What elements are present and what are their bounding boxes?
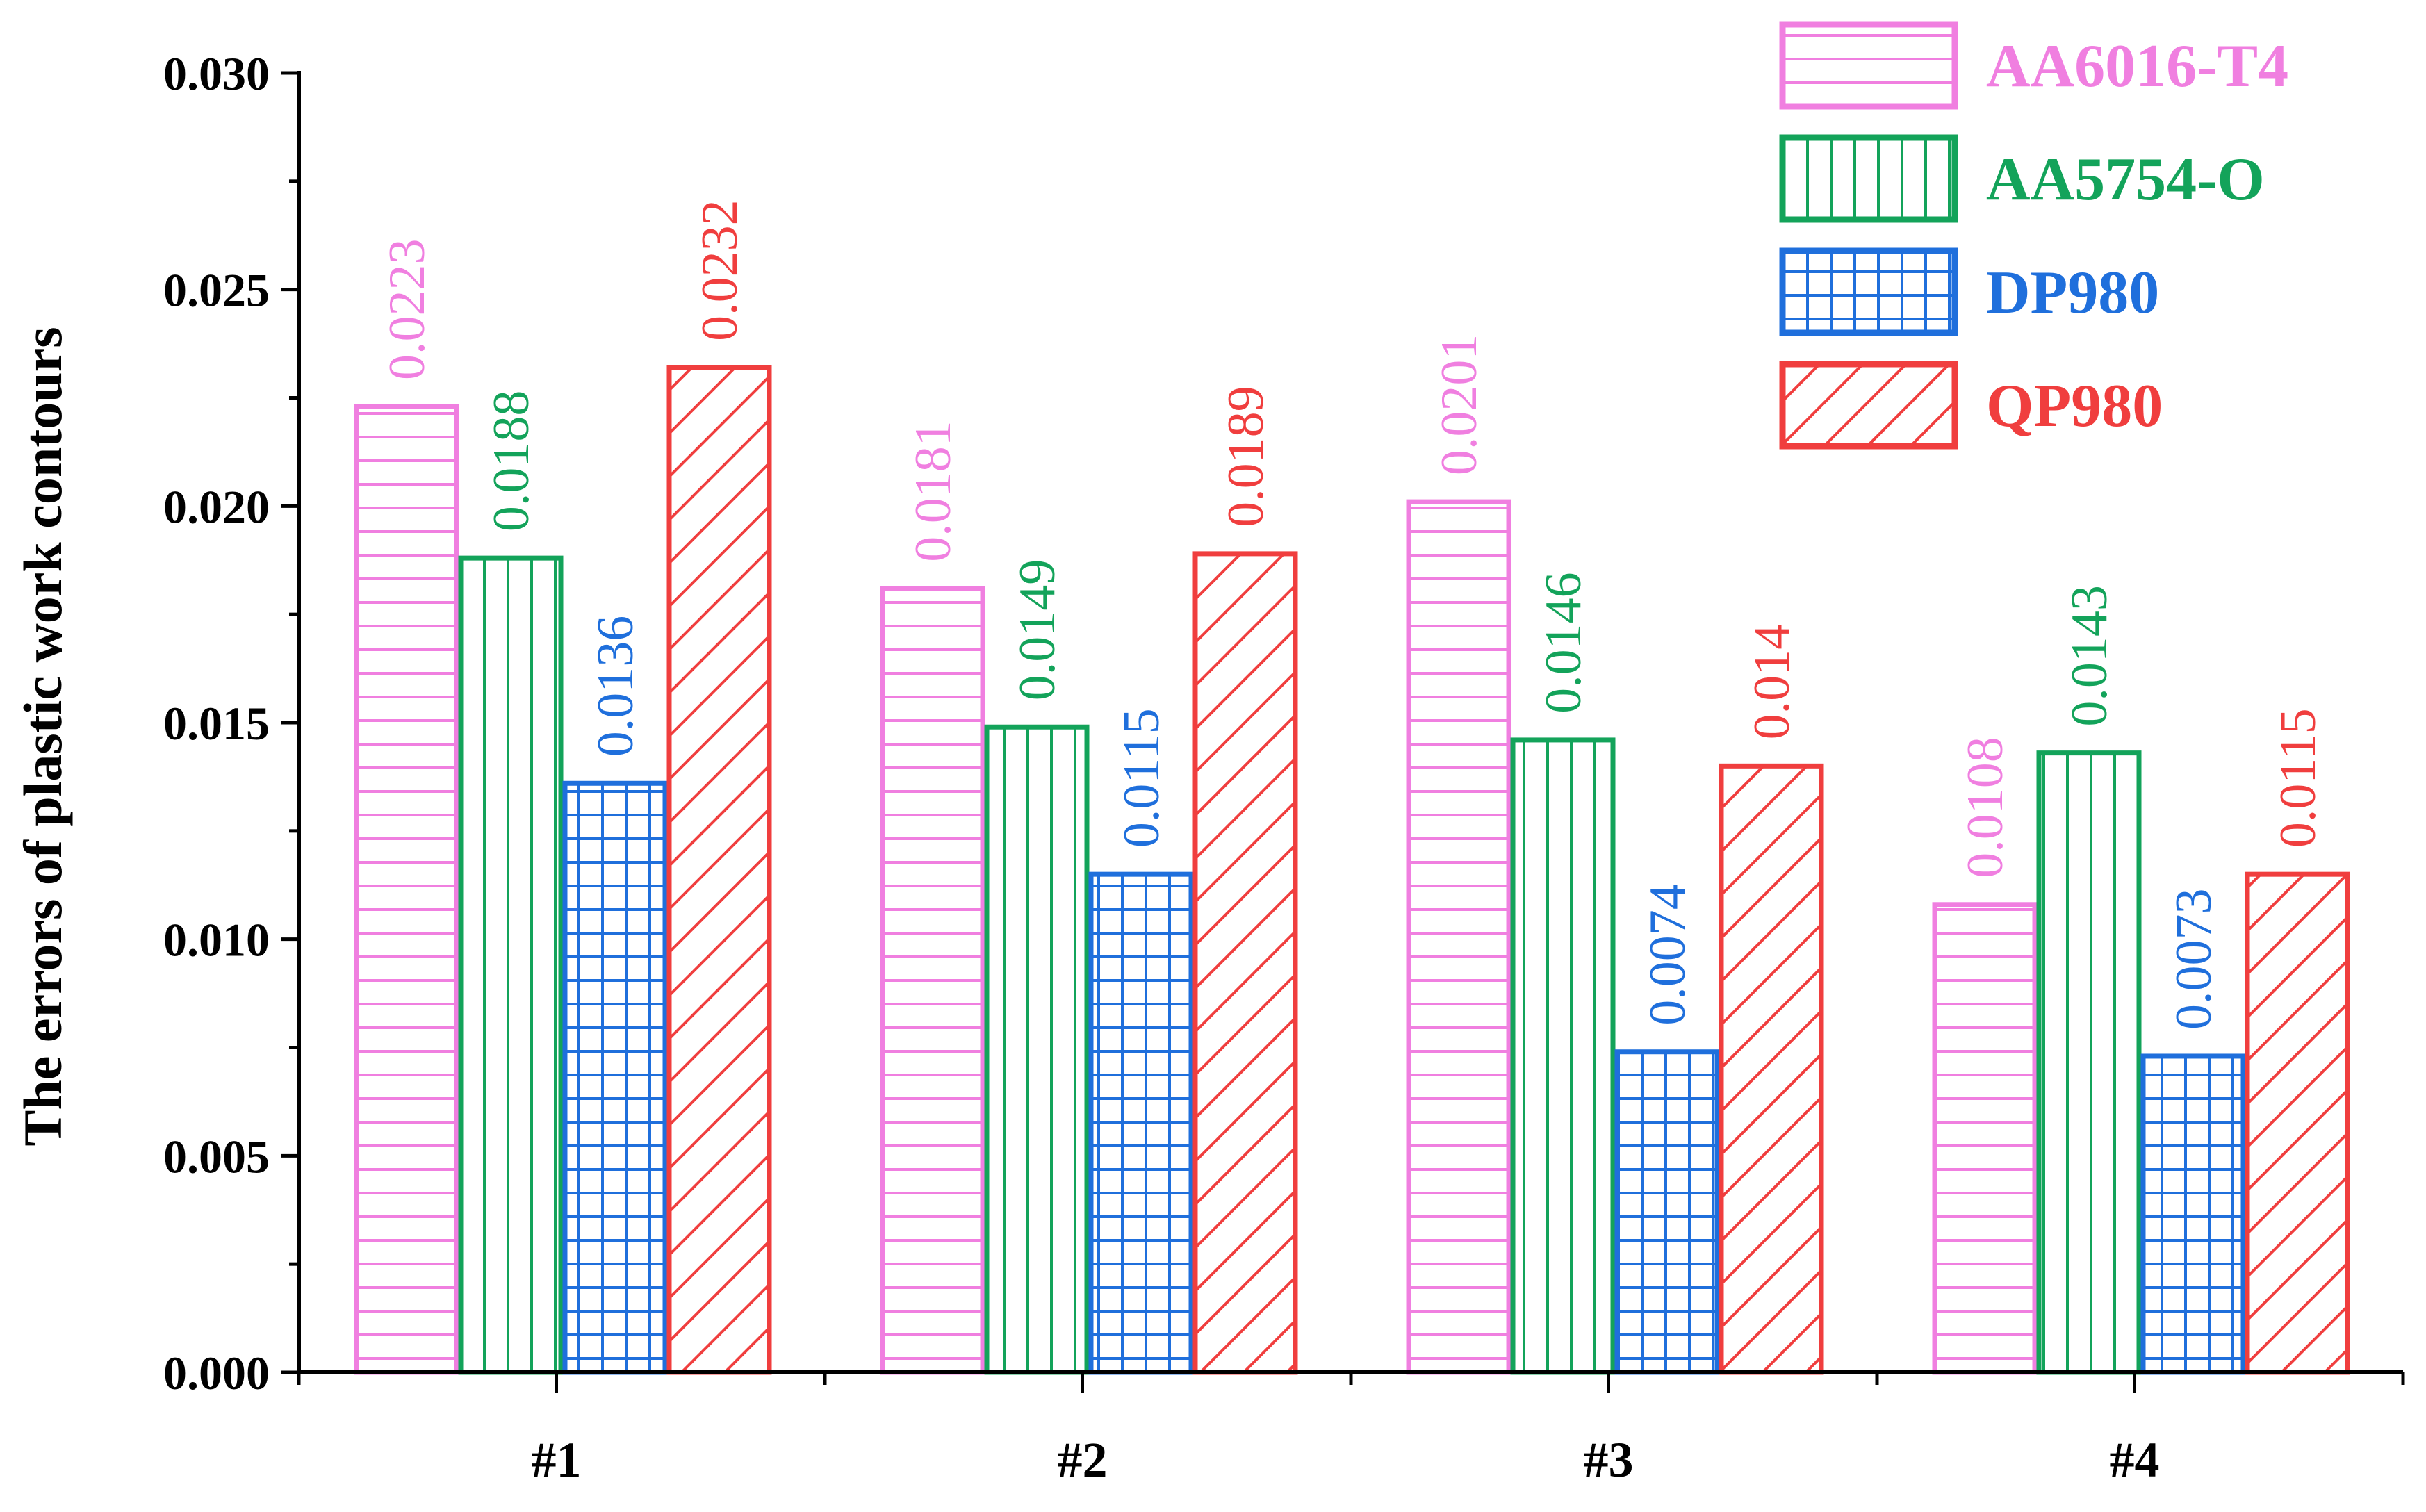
y-tick-label: 0.010 <box>163 914 270 967</box>
legend-swatch <box>1779 361 1958 450</box>
bar-aa6016-t4 <box>1406 499 1511 1375</box>
axes-layer: The errors of plastic work contours 0.00… <box>13 47 2405 1488</box>
legend-label: DP980 <box>1986 259 2159 327</box>
bar-dp980 <box>1088 871 1194 1375</box>
data-label: 0.0143 <box>2061 585 2118 727</box>
bar-aa5754-o <box>984 724 1090 1375</box>
bar-dp980 <box>2140 1053 2246 1375</box>
bars-layer <box>354 365 2350 1375</box>
data-label: 0.0201 <box>1431 334 1488 476</box>
bar-aa6016-t4 <box>880 586 985 1375</box>
x-tick-label: #3 <box>1584 1432 1634 1488</box>
y-tick-label: 0.020 <box>163 480 270 533</box>
bar-aa5754-o <box>1510 737 1616 1375</box>
legend-label: AA6016-T4 <box>1986 33 2288 100</box>
bar-qp980 <box>1719 763 1824 1375</box>
bar-qp980 <box>1192 551 1298 1375</box>
data-label: 0.0232 <box>691 199 748 341</box>
y-tick-label: 0.015 <box>163 697 270 750</box>
data-label: 0.0149 <box>1009 559 1066 701</box>
data-label: 0.0074 <box>1639 884 1696 1026</box>
y-tick-label: 0.025 <box>163 264 270 317</box>
data-label: 0.0073 <box>2165 888 2222 1030</box>
bar-qp980 <box>2245 871 2350 1375</box>
x-tick-label: #2 <box>1058 1432 1108 1488</box>
y-tick-label: 0.005 <box>163 1130 270 1183</box>
legend-label: QP980 <box>1986 372 2163 440</box>
data-label: 0.0146 <box>1535 572 1592 714</box>
data-label: 0.0189 <box>1218 386 1275 527</box>
data-label: 0.0188 <box>483 391 540 532</box>
data-labels-layer: 0.0223 0.0181 0.0201 0.0108 0.0188 0.0149 0.01… <box>379 199 2327 1030</box>
bar-dp980 <box>1614 1049 1720 1375</box>
data-label: 0.0108 <box>1957 737 2014 878</box>
legend-swatch <box>1779 21 1958 110</box>
data-label: 0.0181 <box>905 420 962 562</box>
bar-dp980 <box>562 780 668 1375</box>
data-label: 0.014 <box>1744 624 1801 740</box>
legend-swatch <box>1779 134 1958 223</box>
data-label: 0.0223 <box>379 238 436 380</box>
bar-aa5754-o <box>458 555 564 1375</box>
y-tick-label: 0.000 <box>163 1347 270 1399</box>
bar-aa6016-t4 <box>354 404 459 1375</box>
y-tick-label: 0.030 <box>163 47 270 100</box>
bar-aa5754-o <box>2036 750 2142 1375</box>
legend-label: AA5754-O <box>1986 146 2265 213</box>
legend-swatch <box>1779 247 1958 336</box>
data-label: 0.0115 <box>2270 708 2327 848</box>
bar-qp980 <box>666 365 772 1375</box>
data-label: 0.0136 <box>587 616 644 757</box>
x-tick-label: #1 <box>532 1432 582 1488</box>
data-label: 0.0115 <box>1113 708 1170 848</box>
x-tick-label: #4 <box>2110 1432 2160 1488</box>
legend: AA6016-T4 AA5754-O DP980 QP980 <box>1779 21 2288 450</box>
y-axis-title: The errors of plastic work contours <box>13 327 73 1146</box>
bar-aa6016-t4 <box>1932 902 2038 1375</box>
